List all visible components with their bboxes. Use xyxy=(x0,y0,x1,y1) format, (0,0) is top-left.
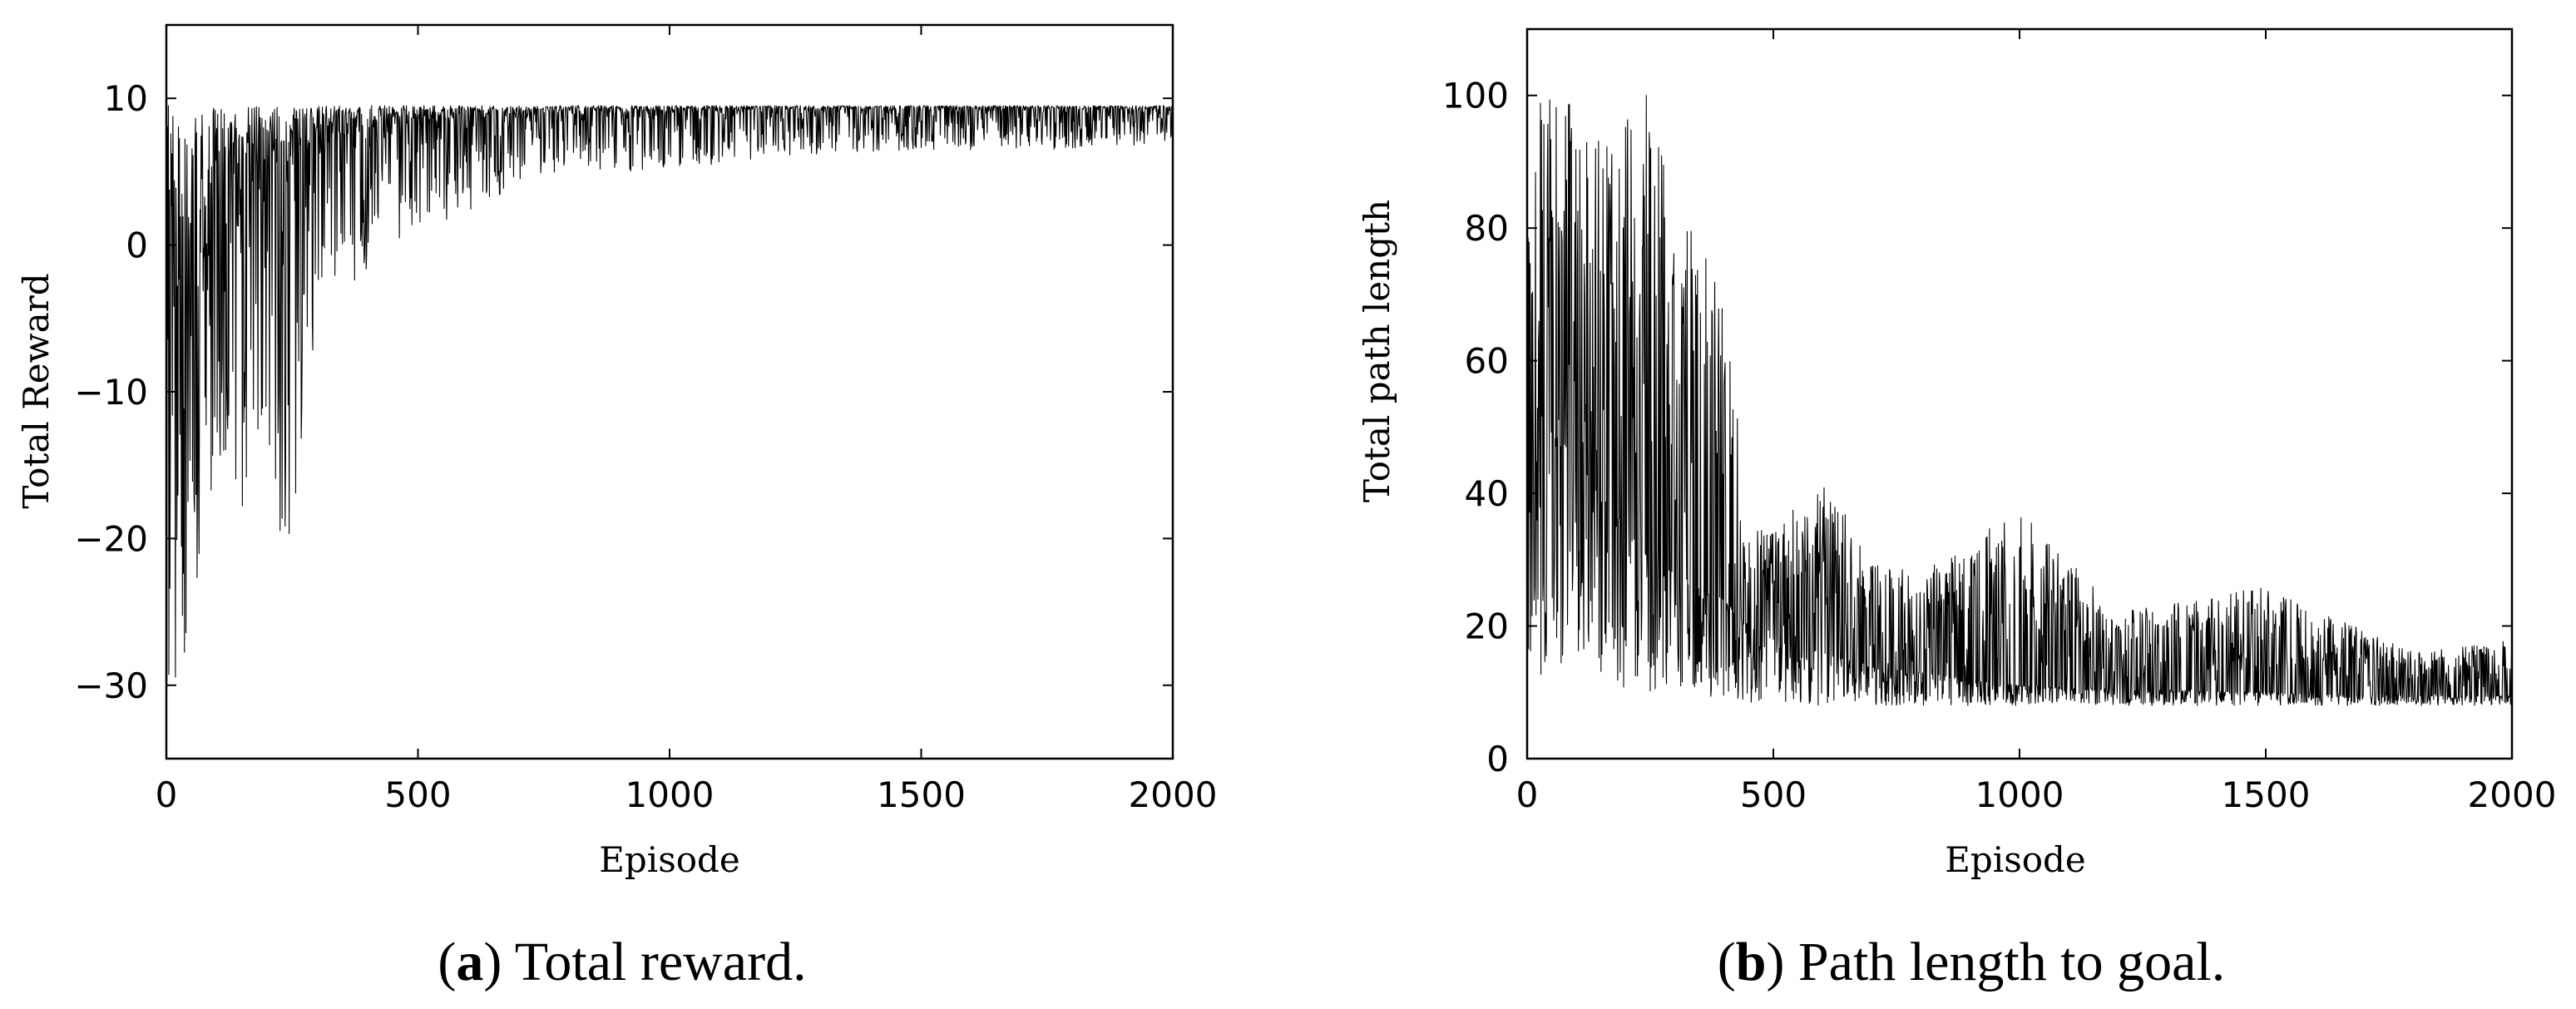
y-tick-label: 0 xyxy=(1486,739,1509,779)
panel-b-caption-text: Path length to goal. xyxy=(1798,932,2225,992)
panel-a-caption-letter: a xyxy=(456,932,483,992)
x-tick-label: 1500 xyxy=(877,774,966,815)
panel-b-ylabel: Total path length xyxy=(1357,200,1397,502)
y-tick-label: 40 xyxy=(1465,473,1509,514)
x-tick-label: 2000 xyxy=(1129,774,1218,815)
series-line xyxy=(166,105,1174,690)
plot-frame xyxy=(165,23,1174,760)
x-tick-label: 1500 xyxy=(2222,774,2311,815)
panel-a-series xyxy=(166,105,1174,690)
panel-b-series xyxy=(1526,95,2513,706)
panel-a-axes: 0 500 1000 1500 2000 −30 −20 −10 0 10 xyxy=(74,23,1218,815)
x-tick-label: 0 xyxy=(1516,774,1539,815)
x-tick-label: 1000 xyxy=(625,774,714,815)
panel-a-caption-text: Total reward. xyxy=(515,932,807,992)
series-line xyxy=(1526,95,2513,706)
x-tick-label: 2000 xyxy=(2468,774,2557,815)
panel-a-caption: (a) Total reward. xyxy=(438,932,806,992)
panel-a-xlabel: Episode xyxy=(599,839,740,880)
y-tick-label: 100 xyxy=(1442,76,1509,116)
panel-b-path-length: 0 500 1000 1500 2000 0 20 40 60 80 100 Episode Tot… xyxy=(1357,27,2557,992)
y-tick-label: −20 xyxy=(74,518,148,559)
y-tick-label: −10 xyxy=(74,372,148,413)
panel-b-axes: 0 500 1000 1500 2000 0 20 40 60 80 100 xyxy=(1442,27,2557,815)
y-tick-label: −30 xyxy=(74,665,148,706)
y-tick-label: 80 xyxy=(1465,208,1509,249)
y-tick-label: 60 xyxy=(1465,341,1509,382)
y-tick-label: 10 xyxy=(104,78,148,119)
x-tick-label: 500 xyxy=(1740,774,1807,815)
y-tick-label: 20 xyxy=(1465,606,1509,647)
panel-a-ylabel: Total Reward xyxy=(16,273,57,508)
panel-b-caption: (b) Path length to goal. xyxy=(1718,932,2225,992)
x-tick-label: 500 xyxy=(384,774,451,815)
panel-b-xlabel: Episode xyxy=(1945,839,2086,880)
panel-a-total-reward: 0 500 1000 1500 2000 −30 −20 −10 0 10 Episode Tot… xyxy=(16,23,1218,992)
x-tick-label: 0 xyxy=(156,774,178,815)
panel-b-caption-letter: b xyxy=(1736,932,1767,992)
y-tick-label: 0 xyxy=(126,225,148,266)
x-tick-label: 1000 xyxy=(1975,774,2064,815)
